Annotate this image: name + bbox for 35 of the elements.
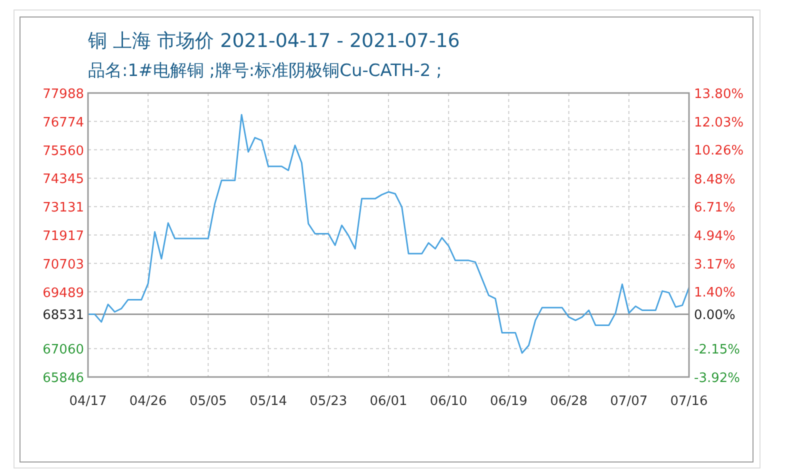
x-tick-label: 06/19 <box>490 394 528 409</box>
y-tick-label: 73131 <box>42 200 84 216</box>
y2-tick-label: 1.40% <box>694 286 736 301</box>
y-tick-label: 75560 <box>42 144 84 159</box>
y-tick-label: 67060 <box>42 342 84 358</box>
chart-title: 铜 上海 市场价 2021-04-17 - 2021-07-16 <box>87 30 460 52</box>
y2-tick-label: 10.26% <box>694 144 744 159</box>
x-tick-label: 04/26 <box>129 394 167 409</box>
x-tick-label: 06/01 <box>370 394 408 409</box>
x-tick-label: 07/07 <box>610 394 648 409</box>
x-tick-label: 07/16 <box>670 394 708 409</box>
y-tick-label: 76774 <box>42 115 84 130</box>
x-tick-label: 06/10 <box>430 394 468 409</box>
y2-tick-label: -3.92% <box>694 371 740 386</box>
y-tick-label: 77988 <box>42 87 84 102</box>
y-tick-label: 71917 <box>42 229 84 244</box>
y-tick-label: 70703 <box>42 257 84 272</box>
x-tick-label: 05/14 <box>250 394 288 409</box>
y-tick-label: 65846 <box>42 371 84 386</box>
y2-tick-label: 0.00% <box>694 308 736 324</box>
x-tick-label: 05/23 <box>310 394 348 409</box>
y-tick-label: 68531 <box>42 308 84 324</box>
x-tick-label: 04/17 <box>69 394 107 409</box>
y2-tick-label: 3.17% <box>694 257 736 272</box>
x-tick-label: 06/28 <box>550 394 588 409</box>
y2-tick-label: 12.03% <box>694 115 744 130</box>
y2-tick-label: 6.71% <box>694 200 736 216</box>
y-tick-label: 69489 <box>42 286 84 301</box>
y-tick-label: 74345 <box>42 172 84 188</box>
y2-tick-label: 13.80% <box>694 87 744 102</box>
y2-tick-label: -2.15% <box>694 342 740 358</box>
y2-tick-label: 8.48% <box>694 172 736 188</box>
y2-tick-label: 4.94% <box>694 229 736 244</box>
x-tick-label: 05/05 <box>189 394 227 409</box>
chart-subtitle: 品名:1#电解铜 ;牌号:标准阴极铜Cu-CATH-2 ; <box>88 61 442 81</box>
